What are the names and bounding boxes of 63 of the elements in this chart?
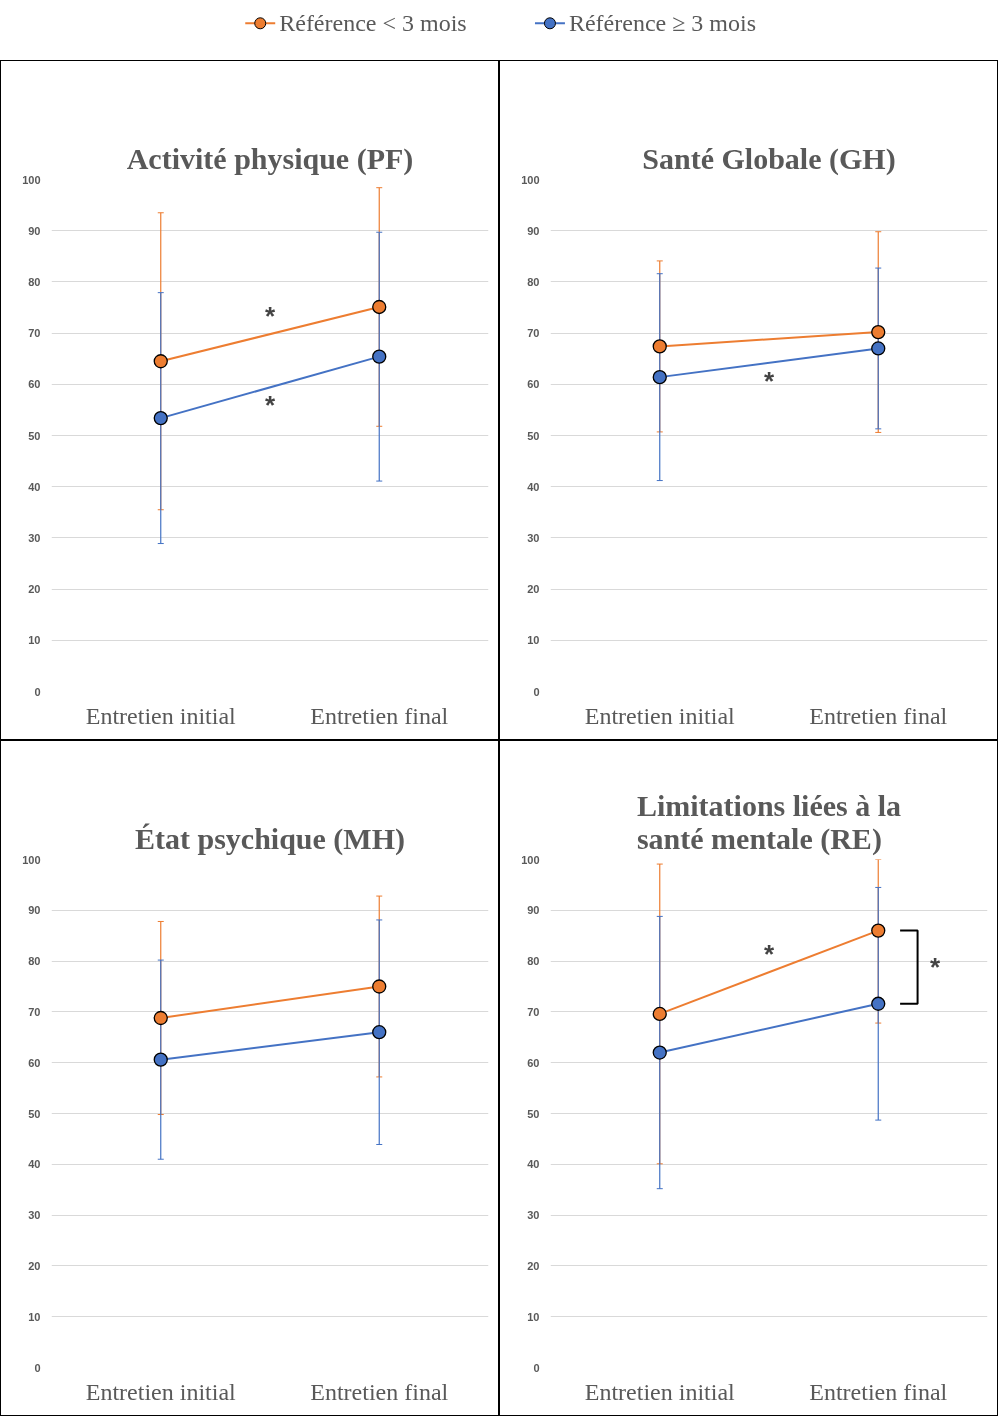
x-tick-label: Entretien final (310, 1378, 449, 1405)
y-tick-label: 100 (22, 173, 41, 186)
y-tick-label: 80 (527, 955, 540, 968)
y-tick-label: 20 (527, 1259, 540, 1272)
legend-label: Référence < 3 mois (279, 10, 467, 37)
y-tick-label: 70 (527, 1005, 540, 1018)
chart-title: Limitations liées à la santé mentale (RE) (636, 788, 902, 856)
y-tick-label: 60 (527, 378, 540, 391)
x-tick-label: Entretien initial (85, 1378, 237, 1405)
y-tick-label: 100 (22, 853, 41, 866)
annotation: * (763, 365, 775, 396)
y-tick-label: 40 (28, 1158, 41, 1171)
annotation: * (763, 939, 775, 970)
y-tick-label: 90 (28, 904, 41, 917)
y-tick-label: 40 (527, 1158, 540, 1171)
y-tick-label: 50 (28, 1107, 41, 1120)
annotation: * (930, 952, 941, 983)
y-tick-label: 40 (527, 480, 540, 493)
y-tick-label: 70 (527, 327, 540, 340)
y-tick-label: 30 (527, 531, 540, 544)
annotation: * (264, 301, 276, 332)
chart-title: Activité physique (PF) (126, 141, 414, 176)
y-tick-label: 10 (28, 1310, 41, 1323)
y-tick-label: 0 (34, 685, 41, 698)
y-tick-label: 30 (28, 531, 41, 544)
y-tick-label: 50 (527, 429, 540, 442)
y-tick-label: 60 (527, 1056, 540, 1069)
x-tick-label: Entretien initial (584, 1378, 736, 1405)
legend-label: Référence ≥ 3 mois (568, 10, 757, 37)
y-tick-label: 0 (533, 1361, 540, 1374)
chart-title: État psychique (MH) (135, 821, 405, 856)
y-tick-label: 10 (527, 1310, 540, 1323)
x-tick-label: Entretien initial (584, 702, 736, 729)
y-tick-label: 20 (28, 583, 41, 596)
y-tick-label: 90 (527, 224, 540, 237)
x-tick-label: Entretien initial (85, 702, 237, 729)
y-tick-label: 10 (28, 634, 41, 647)
y-tick-label: 50 (28, 429, 41, 442)
y-tick-label: 80 (28, 275, 41, 288)
y-tick-label: 80 (527, 275, 540, 288)
y-tick-label: 80 (28, 955, 41, 968)
y-tick-label: 60 (28, 378, 41, 391)
y-tick-label: 90 (28, 224, 41, 237)
annotation: * (264, 390, 276, 421)
y-tick-label: 30 (527, 1209, 540, 1222)
y-tick-label: 0 (533, 685, 540, 698)
x-tick-label: Entretien final (310, 702, 449, 729)
y-tick-label: 100 (521, 173, 540, 186)
y-tick-label: 70 (28, 1005, 41, 1018)
y-tick-label: 0 (34, 1361, 41, 1374)
y-tick-label: 90 (527, 904, 540, 917)
x-tick-label: Entretien final (809, 702, 948, 729)
y-tick-label: 70 (28, 327, 41, 340)
y-tick-label: 20 (28, 1259, 41, 1272)
y-tick-label: 20 (527, 583, 540, 596)
y-tick-label: 100 (521, 853, 540, 866)
y-tick-label: 60 (28, 1056, 41, 1069)
y-tick-label: 30 (28, 1209, 41, 1222)
y-tick-label: 40 (28, 480, 41, 493)
chart-title: Santé Globale (GH) (642, 141, 896, 176)
y-tick-label: 50 (527, 1107, 540, 1120)
x-tick-label: Entretien final (809, 1378, 948, 1405)
y-tick-label: 10 (527, 634, 540, 647)
